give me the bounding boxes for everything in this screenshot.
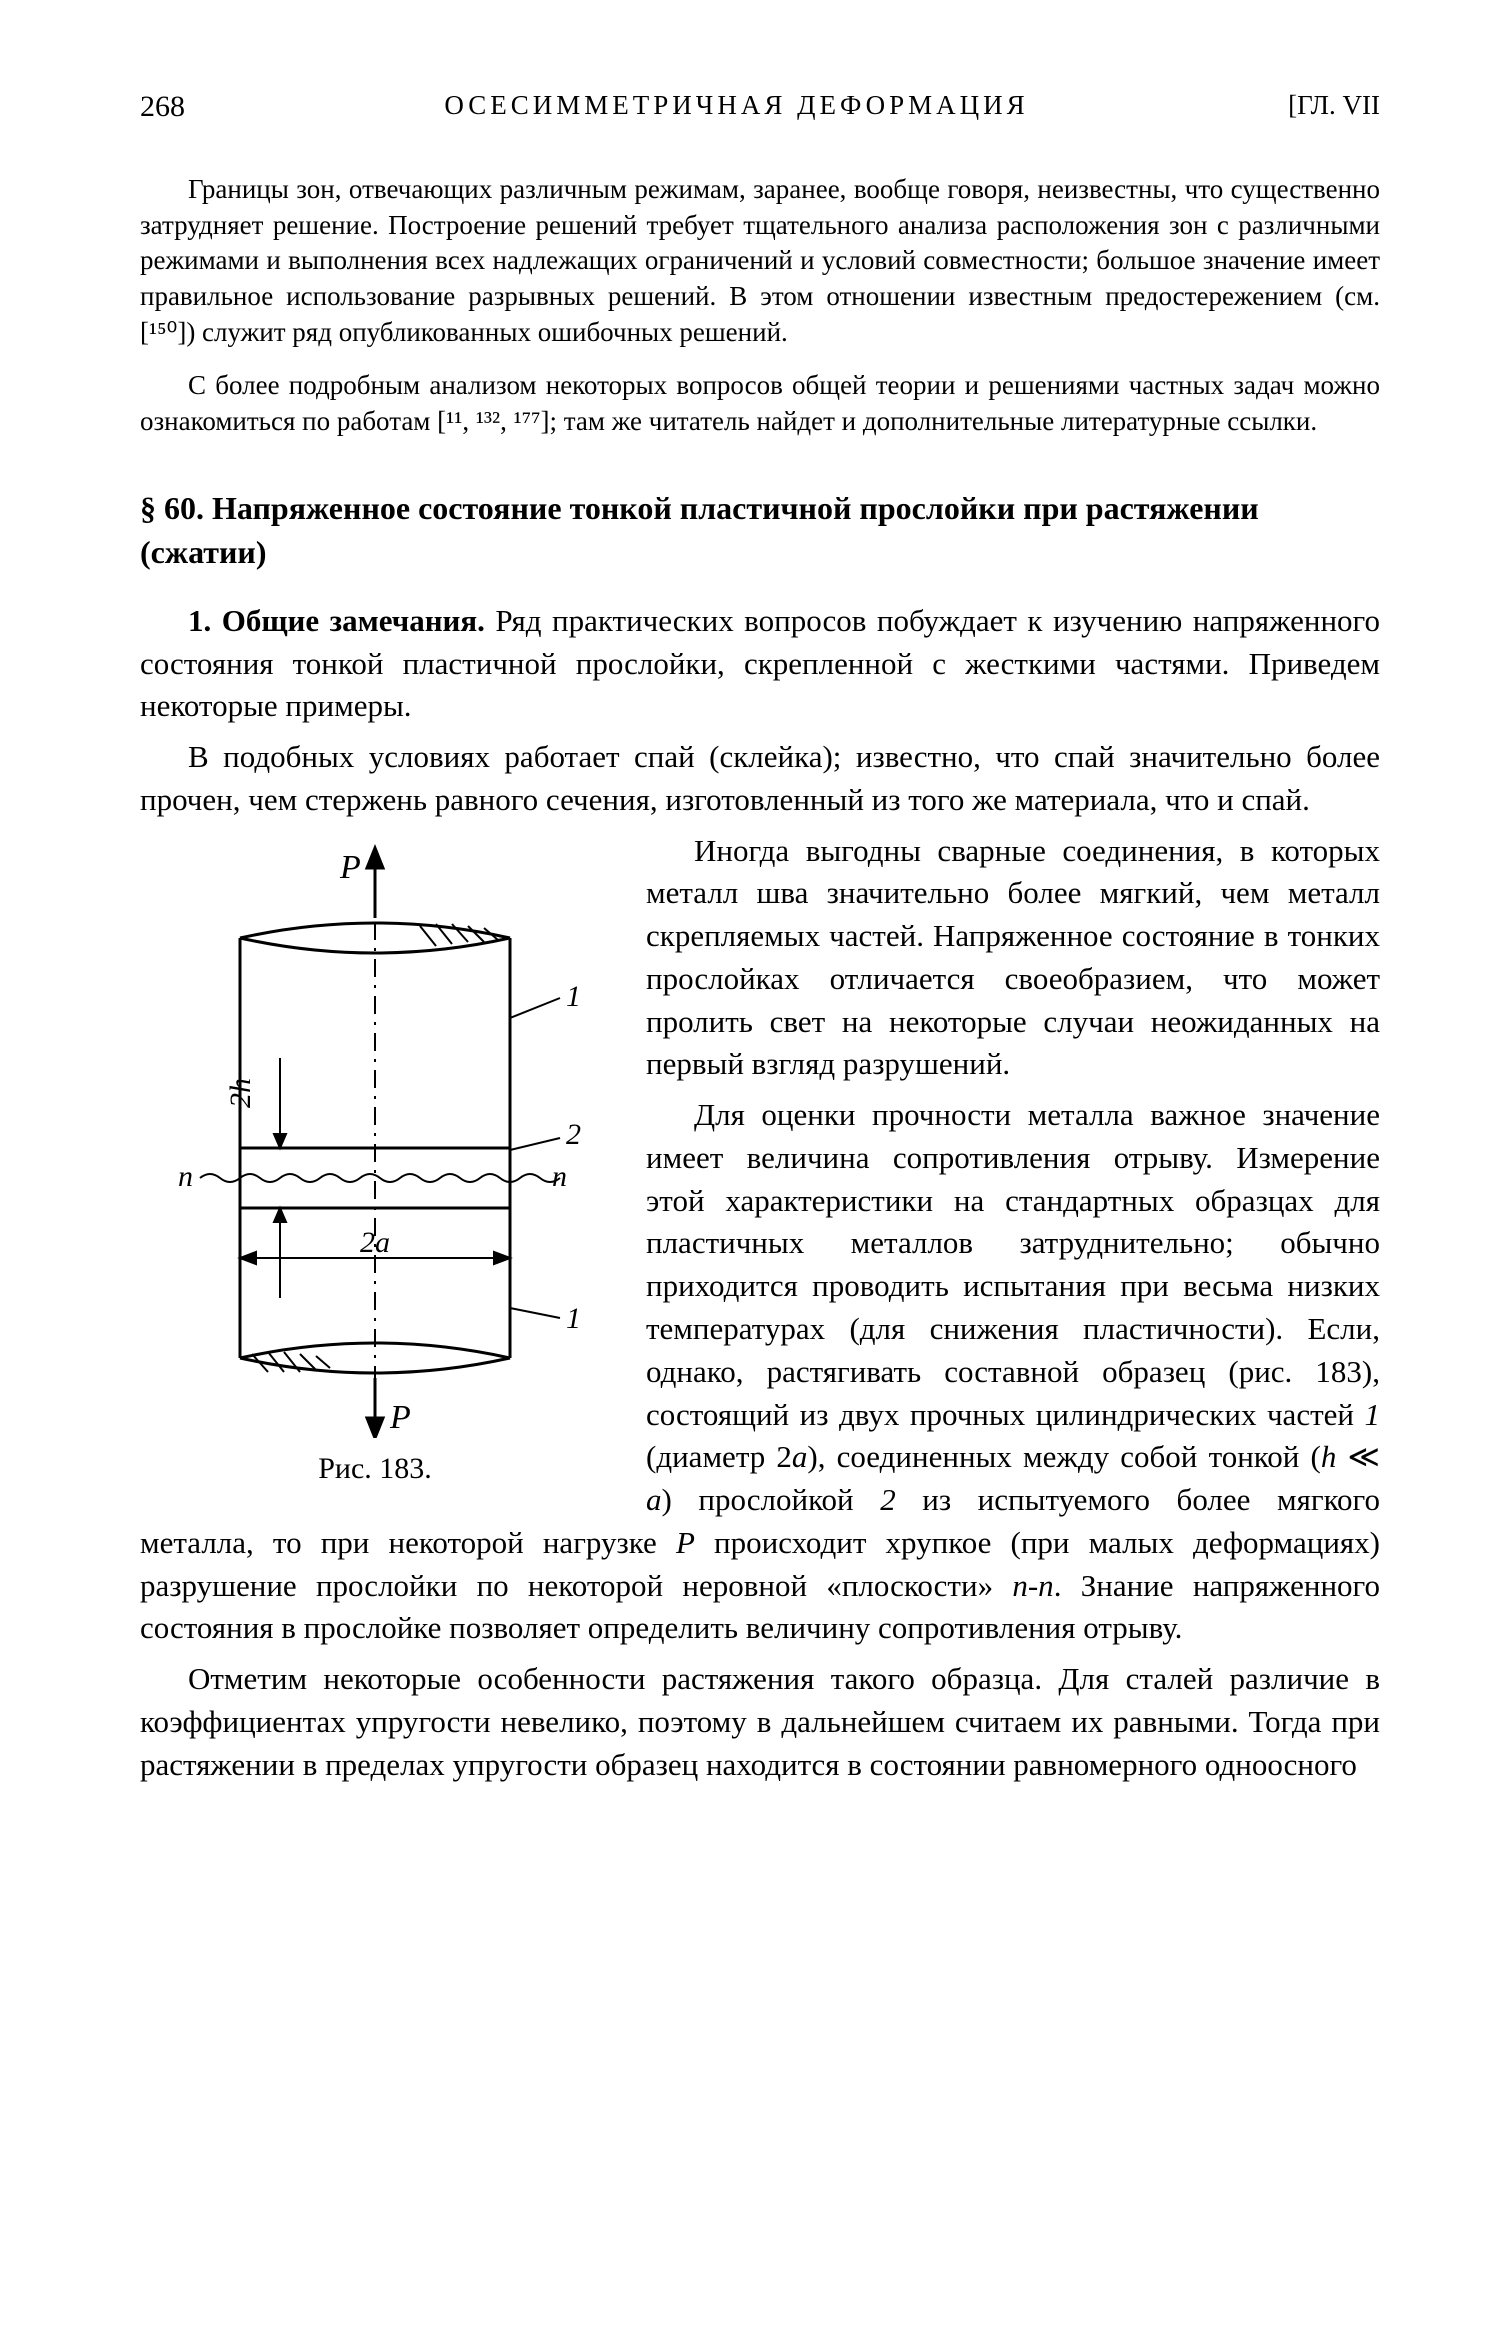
chapter-label: [ГЛ. VII — [1288, 90, 1380, 124]
intro-para-1: Границы зон, отвечающих различным режима… — [140, 172, 1380, 350]
page-number: 268 — [140, 90, 185, 124]
label-n-left: n — [178, 1160, 193, 1193]
label-n-right: n — [552, 1160, 567, 1193]
label-ref-1: 1 — [566, 980, 581, 1013]
body-para-2: В подобных условиях работает спай (склей… — [140, 736, 1380, 822]
label-2a: 2a — [360, 1226, 390, 1259]
para1-lead: 1. Общие замечания. — [188, 603, 485, 638]
label-P-top: P — [339, 849, 361, 886]
label-ref-2: 2 — [566, 1118, 581, 1151]
label-ref-1b: 1 — [566, 1302, 581, 1335]
body-para-1: 1. Общие замечания. Ряд практических воп… — [140, 600, 1380, 728]
figure-183: P — [140, 838, 610, 1486]
section-title: § 60. Напряженное состояние тонкой пласт… — [140, 487, 1380, 573]
body-para-5: Отметим некоторые особенности растяжения… — [140, 1658, 1380, 1786]
intro-para-2: С более подробным анализом некоторых воп… — [140, 368, 1380, 439]
figure-text-flow: В подобных условиях работает спай (склей… — [140, 736, 1380, 1794]
figure-caption: Рис. 183. — [140, 1452, 610, 1486]
running-title: ОСЕСИММЕТРИЧНАЯ ДЕФОРМАЦИЯ — [444, 90, 1028, 124]
running-header: 268 ОСЕСИММЕТРИЧНАЯ ДЕФОРМАЦИЯ [ГЛ. VII — [140, 90, 1380, 124]
figure-svg: P — [140, 838, 610, 1438]
page-root: 268 ОСЕСИММЕТРИЧНАЯ ДЕФОРМАЦИЯ [ГЛ. VII … — [0, 0, 1500, 2335]
label-2h: 2h — [224, 1078, 257, 1108]
label-P-bottom: P — [389, 1399, 411, 1436]
